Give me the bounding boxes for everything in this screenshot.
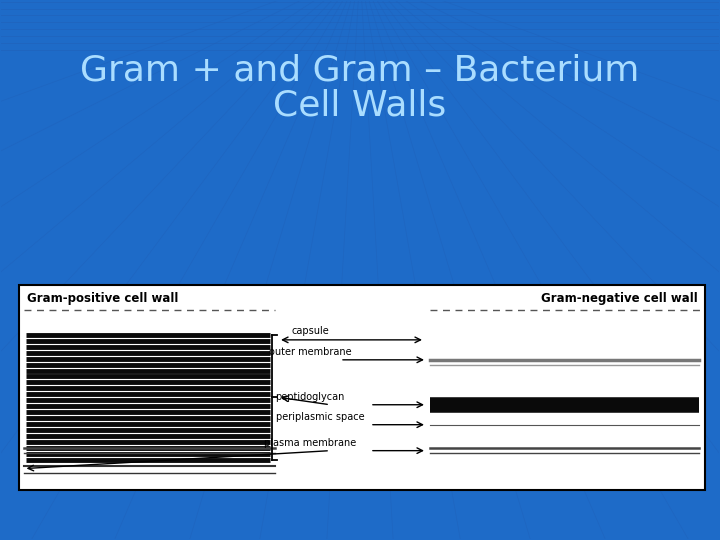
Text: Gram + and Gram – Bacterium: Gram + and Gram – Bacterium (81, 53, 639, 87)
Text: capsule: capsule (291, 326, 329, 336)
Text: outer membrane: outer membrane (269, 347, 351, 357)
Text: peptidoglycan: peptidoglycan (276, 392, 345, 402)
Bar (19, 285, 706, 490)
Text: Gram-negative cell wall: Gram-negative cell wall (541, 293, 698, 306)
Text: plasma membrane: plasma membrane (264, 437, 356, 448)
Text: Gram-positive cell wall: Gram-positive cell wall (27, 293, 178, 306)
Text: periplasmic space: periplasmic space (276, 411, 364, 422)
Text: Cell Walls: Cell Walls (274, 89, 446, 123)
